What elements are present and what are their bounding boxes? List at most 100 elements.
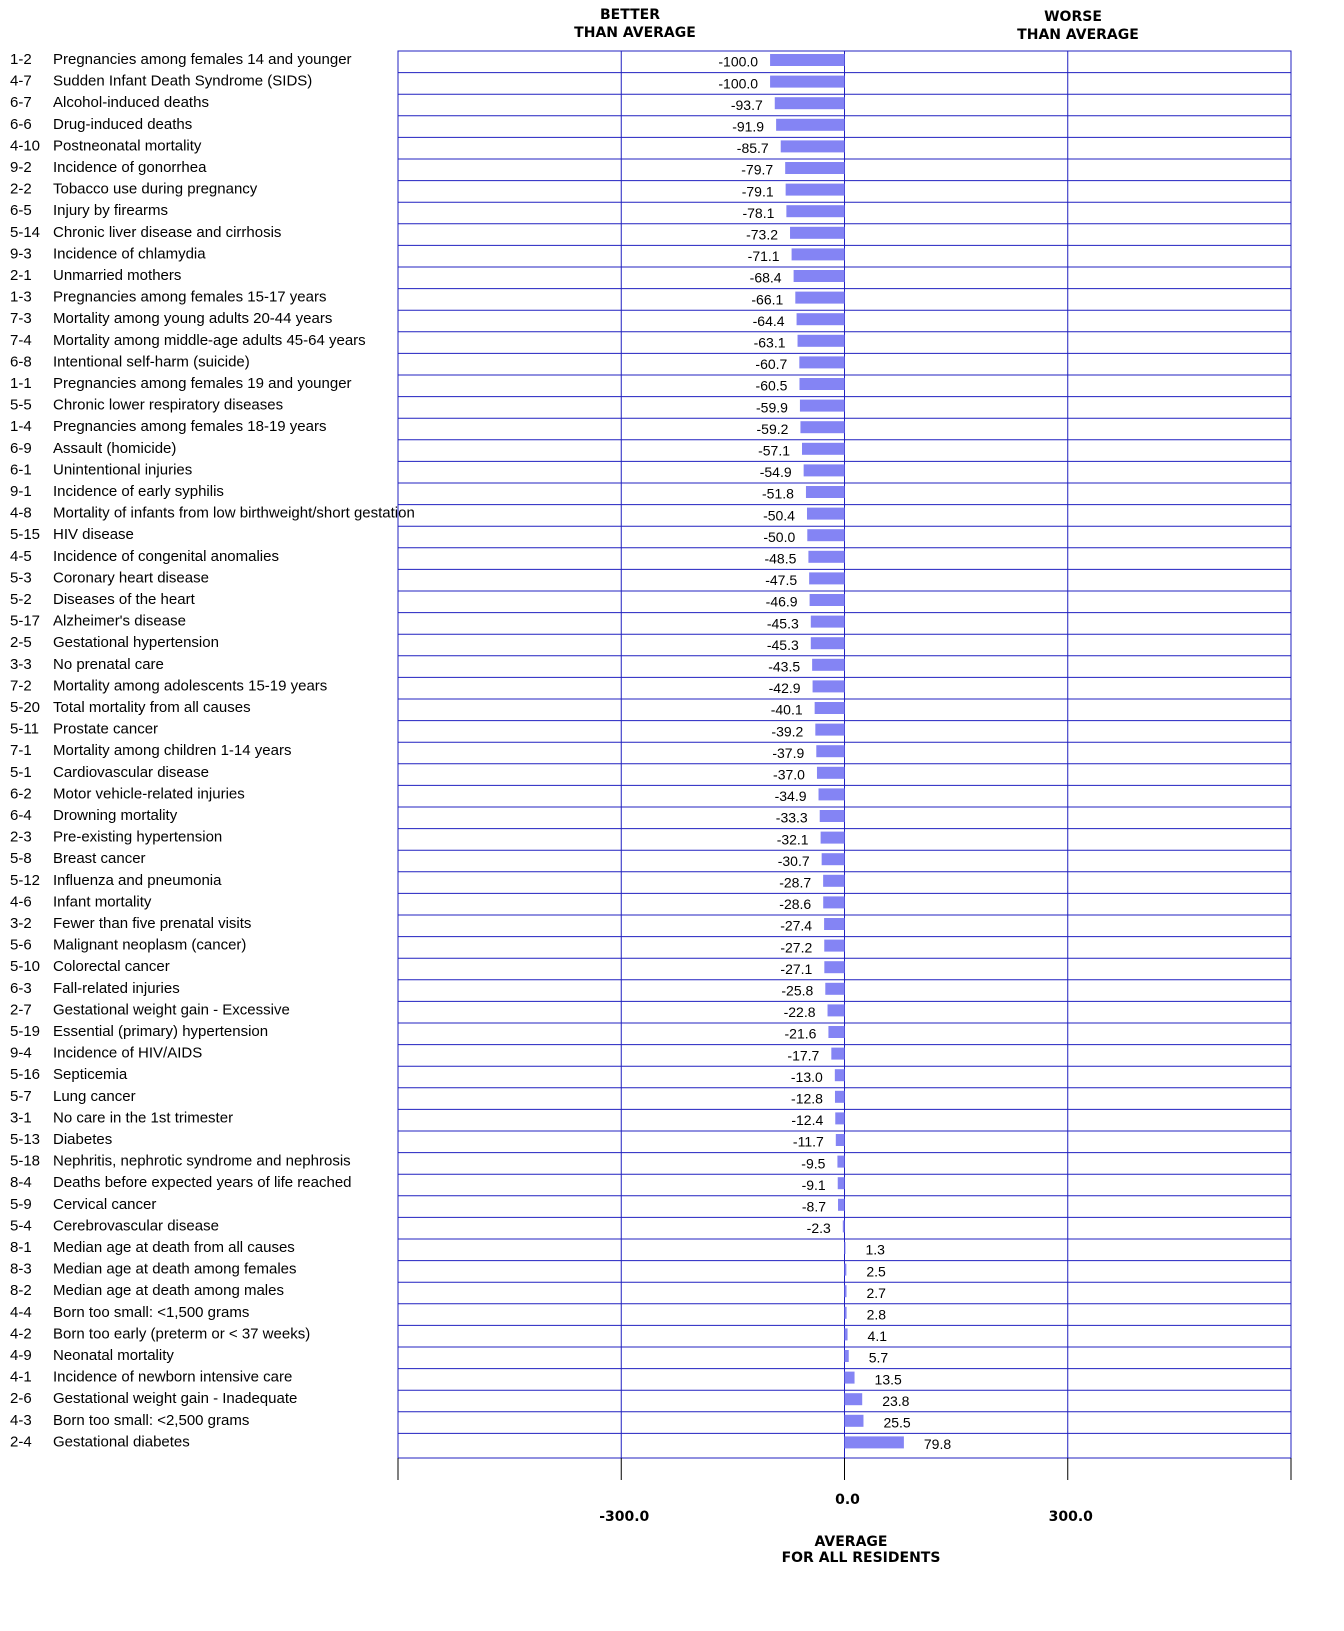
bar <box>809 572 845 585</box>
value-label: 2.7 <box>867 1285 887 1301</box>
row-label: Chronic liver disease and cirrhosis <box>53 224 281 241</box>
row-code: 5-3 <box>10 569 32 586</box>
row-code: 8-1 <box>10 1239 32 1256</box>
bar <box>770 75 845 88</box>
value-label: 1.3 <box>865 1242 885 1258</box>
value-label: -54.9 <box>760 464 792 480</box>
x-axis-label: AVERAGE <box>815 1534 888 1550</box>
row-code: 5-5 <box>10 397 32 414</box>
row-code: 5-10 <box>10 958 40 975</box>
row-label: Tobacco use during pregnancy <box>53 181 258 198</box>
value-label: -11.7 <box>793 1134 824 1150</box>
header-better: BETTER <box>600 7 660 23</box>
row-label: Sudden Infant Death Syndrome (SIDS) <box>53 73 312 90</box>
row-label: Lung cancer <box>53 1088 136 1105</box>
value-label: -34.9 <box>775 788 807 804</box>
bar <box>793 270 845 282</box>
row-code: 1-2 <box>10 51 32 68</box>
row-code: 9-1 <box>10 483 32 500</box>
value-label: -64.4 <box>753 313 785 329</box>
row-label: Pregnancies among females 19 and younger <box>53 375 352 392</box>
bar <box>844 1371 855 1384</box>
value-label: -27.2 <box>780 939 812 955</box>
row-label: Mortality among young adults 20-44 years <box>53 310 332 327</box>
row-code: 2-6 <box>10 1390 32 1407</box>
value-label: -27.1 <box>780 961 812 977</box>
row-code: 8-4 <box>10 1174 32 1191</box>
x-tick-label: 300.0 <box>1049 1509 1094 1525</box>
value-label: -79.7 <box>741 162 773 178</box>
bar <box>802 442 845 455</box>
row-label: Cardiovascular disease <box>53 764 209 781</box>
bar <box>786 205 845 218</box>
bar <box>824 961 845 974</box>
row-label: Born too small: <2,500 grams <box>53 1412 249 1429</box>
row-code: 7-4 <box>10 332 32 349</box>
bar <box>844 1436 904 1449</box>
row-code: 1-3 <box>10 289 32 306</box>
row-code: 1-4 <box>10 418 32 435</box>
bar <box>809 594 845 606</box>
bar <box>808 550 845 563</box>
row-code: 5-15 <box>10 526 40 543</box>
value-label: -12.4 <box>791 1112 823 1128</box>
row-label: Unmarried mothers <box>53 267 181 284</box>
value-label: -45.3 <box>767 615 799 631</box>
row-label: No prenatal care <box>53 656 164 673</box>
value-label: -50.4 <box>763 507 795 523</box>
bar <box>806 507 845 520</box>
row-label: Drowning mortality <box>53 807 178 824</box>
row-label: Incidence of congenital anomalies <box>53 548 279 565</box>
row-label: Prostate cancer <box>53 721 158 738</box>
bar <box>800 421 845 434</box>
row-code: 4-8 <box>10 505 32 522</box>
value-label: -100.0 <box>718 75 758 91</box>
row-label: Breast cancer <box>53 850 146 867</box>
row-code: 3-3 <box>10 656 32 673</box>
row-label: Intentional self-harm (suicide) <box>53 353 250 370</box>
row-label: Chronic lower respiratory diseases <box>53 397 283 414</box>
value-label: -45.3 <box>767 637 799 653</box>
bar <box>842 1220 845 1233</box>
row-label: Drug-induced deaths <box>53 116 192 133</box>
row-label: Median age at death among males <box>53 1282 284 1299</box>
row-code: 5-6 <box>10 937 32 954</box>
row-label: Nephritis, nephrotic syndrome and nephro… <box>53 1153 351 1170</box>
bar <box>844 1328 848 1341</box>
value-label: -85.7 <box>737 140 769 156</box>
value-label: -91.9 <box>732 119 764 135</box>
row-code: 6-9 <box>10 440 32 457</box>
bar <box>844 1350 849 1362</box>
row-label: Incidence of newborn intensive care <box>53 1369 292 1386</box>
row-label: Infant mortality <box>53 893 152 910</box>
value-label: -39.2 <box>771 723 803 739</box>
row-label: Injury by firearms <box>53 202 168 219</box>
row-code: 7-2 <box>10 677 32 694</box>
value-label: -21.6 <box>785 1026 817 1042</box>
value-label: -28.6 <box>779 896 811 912</box>
row-code: 6-1 <box>10 461 32 478</box>
row-label: Median age at death among females <box>53 1261 297 1278</box>
row-code: 5-8 <box>10 850 32 867</box>
row-label: Incidence of gonorrhea <box>53 159 207 176</box>
value-label: -13.0 <box>791 1069 823 1085</box>
row-code: 5-1 <box>10 764 32 781</box>
x-axis-label: FOR ALL RESIDENTS <box>782 1550 941 1566</box>
value-label: -37.9 <box>772 745 804 761</box>
row-code: 4-1 <box>10 1369 32 1386</box>
value-label: -30.7 <box>778 853 810 869</box>
row-code: 5-17 <box>10 613 40 630</box>
row-code: 5-12 <box>10 872 40 889</box>
row-code: 6-6 <box>10 116 32 133</box>
row-label: Gestational diabetes <box>53 1433 190 1450</box>
value-label: 4.1 <box>868 1328 888 1344</box>
bar <box>790 226 845 239</box>
header-better: THAN AVERAGE <box>574 25 696 41</box>
row-label: HIV disease <box>53 526 134 543</box>
value-label: -37.0 <box>773 767 805 783</box>
row-code: 4-5 <box>10 548 32 565</box>
row-code: 4-9 <box>10 1347 32 1364</box>
bar <box>838 1198 845 1211</box>
row-label: Born too small: <1,500 grams <box>53 1304 249 1321</box>
value-label: -46.9 <box>766 594 798 610</box>
